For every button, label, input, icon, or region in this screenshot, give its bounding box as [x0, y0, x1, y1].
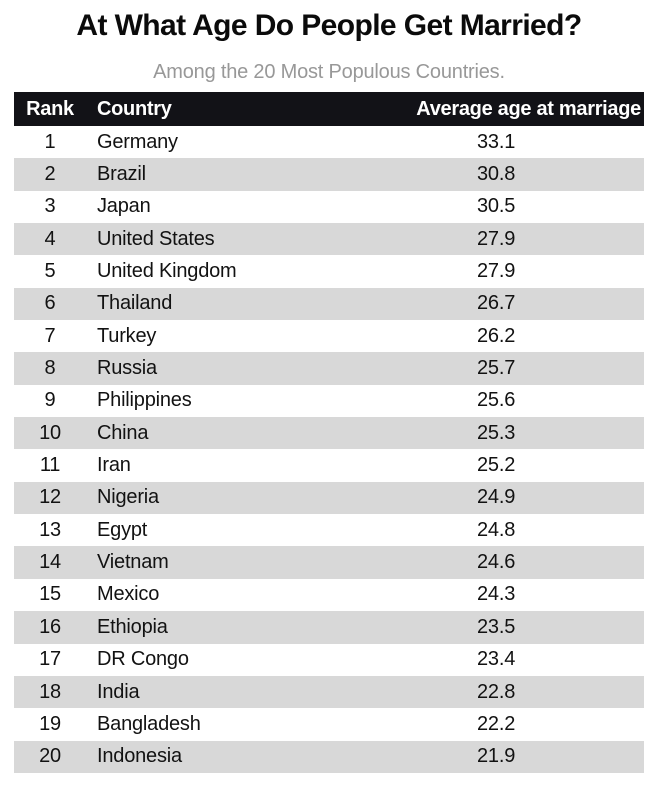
country-cell: Turkey [97, 324, 157, 347]
table-row: 10 China 25.3 [14, 417, 644, 450]
average-age-cell: 24.9 [477, 486, 516, 509]
average-age-cell: 23.5 [477, 615, 516, 638]
table-row: 6 Thailand 26.7 [14, 287, 644, 321]
table-header-row: Rank Country Average age at marriage [14, 92, 644, 126]
country-cell: Mexico [97, 583, 160, 606]
table-row: 17 DR Congo 23.4 [14, 643, 644, 676]
table-row: 13 Egypt 24.8 [14, 514, 644, 547]
table-row: 1 Germany 33.1 [14, 126, 644, 159]
country-cell: Indonesia [97, 745, 182, 768]
rank-cell: 20 [39, 745, 61, 768]
column-header-rank: Rank [26, 97, 74, 120]
average-age-cell: 26.2 [477, 324, 516, 347]
rank-cell: 10 [39, 421, 61, 444]
table-row: 16 Ethiopia 23.5 [14, 611, 644, 644]
average-age-cell: 22.8 [477, 680, 516, 703]
country-cell: Germany [97, 130, 178, 153]
country-cell: Vietnam [97, 551, 169, 574]
average-age-cell: 27.9 [477, 260, 516, 283]
table-row: 12 Nigeria 24.9 [14, 481, 644, 515]
rank-cell: 4 [44, 227, 56, 250]
rank-cell: 9 [44, 389, 56, 412]
country-cell: India [97, 680, 140, 703]
country-cell: Russia [97, 357, 157, 380]
table-row: 9 Philippines 25.6 [14, 384, 644, 418]
rank-cell: 2 [44, 163, 56, 186]
average-age-cell: 25.2 [477, 454, 516, 477]
table-row: 2 Brazil 30.8 [14, 158, 644, 191]
rank-cell: 18 [39, 680, 61, 703]
table-row: 18 India 22.8 [14, 675, 644, 709]
average-age-cell: 24.6 [477, 551, 516, 574]
country-cell: Japan [97, 195, 151, 218]
average-age-cell: 27.9 [477, 227, 516, 250]
rank-cell: 13 [39, 518, 61, 541]
rank-cell: 12 [39, 486, 61, 509]
rank-cell: 15 [39, 583, 61, 606]
rank-cell: 17 [39, 648, 61, 671]
table-row: 15 Mexico 24.3 [14, 578, 644, 612]
country-cell: Thailand [97, 292, 173, 315]
average-age-cell: 23.4 [477, 648, 516, 671]
average-age-cell: 21.9 [477, 745, 516, 768]
country-cell: Brazil [97, 163, 146, 186]
table-row: 3 Japan 30.5 [14, 190, 644, 224]
rank-cell: 5 [44, 260, 56, 283]
average-age-cell: 24.8 [477, 518, 516, 541]
average-age-cell: 30.5 [477, 195, 516, 218]
table-row: 4 United States 27.9 [14, 223, 644, 256]
country-cell: Iran [97, 454, 131, 477]
page-subtitle: Among the 20 Most Populous Countries. [153, 61, 505, 83]
country-cell: United Kingdom [97, 260, 237, 283]
average-age-cell: 26.7 [477, 292, 516, 315]
column-header-country: Country [97, 97, 172, 120]
rank-cell: 7 [44, 324, 56, 347]
table-body: 1 Germany 33.1 2 Brazil 30.8 3 Japan 30.… [14, 126, 644, 773]
marriage-age-table: Rank Country Average age at marriage 1 G… [14, 92, 644, 773]
average-age-cell: 30.8 [477, 163, 516, 186]
table-row: 7 Turkey 26.2 [14, 320, 644, 353]
table-row: 19 Bangladesh 22.2 [14, 708, 644, 741]
infographic-page: At What Age Do People Get Married? Among… [0, 6, 658, 792]
average-age-cell: 25.6 [477, 389, 516, 412]
country-cell: Philippines [97, 389, 192, 412]
rank-cell: 14 [39, 551, 61, 574]
rank-cell: 16 [39, 615, 61, 638]
average-age-cell: 22.2 [477, 712, 516, 735]
rank-cell: 6 [44, 292, 56, 315]
rank-cell: 8 [44, 357, 56, 380]
column-header-average-age: Average age at marriage [416, 97, 641, 120]
rank-cell: 3 [44, 195, 56, 218]
country-cell: DR Congo [97, 648, 189, 671]
table-row: 20 Indonesia 21.9 [14, 740, 644, 773]
country-cell: Egypt [97, 518, 148, 541]
rank-cell: 11 [39, 454, 61, 477]
rank-cell: 1 [44, 130, 56, 153]
country-cell: Ethiopia [97, 615, 168, 638]
average-age-cell: 33.1 [477, 130, 516, 153]
average-age-cell: 25.7 [477, 357, 516, 380]
page-title: At What Age Do People Get Married? [76, 9, 582, 42]
country-cell: Bangladesh [97, 712, 201, 735]
country-cell: China [97, 421, 149, 444]
table-row: 8 Russia 25.7 [14, 352, 644, 385]
rank-cell: 19 [39, 712, 61, 735]
table-row: 14 Vietnam 24.6 [14, 546, 644, 579]
average-age-cell: 25.3 [477, 421, 516, 444]
country-cell: United States [97, 227, 215, 250]
table-row: 5 United Kingdom 27.9 [14, 255, 644, 288]
table-row: 11 Iran 25.2 [14, 449, 644, 482]
average-age-cell: 24.3 [477, 583, 516, 606]
country-cell: Nigeria [97, 486, 159, 509]
